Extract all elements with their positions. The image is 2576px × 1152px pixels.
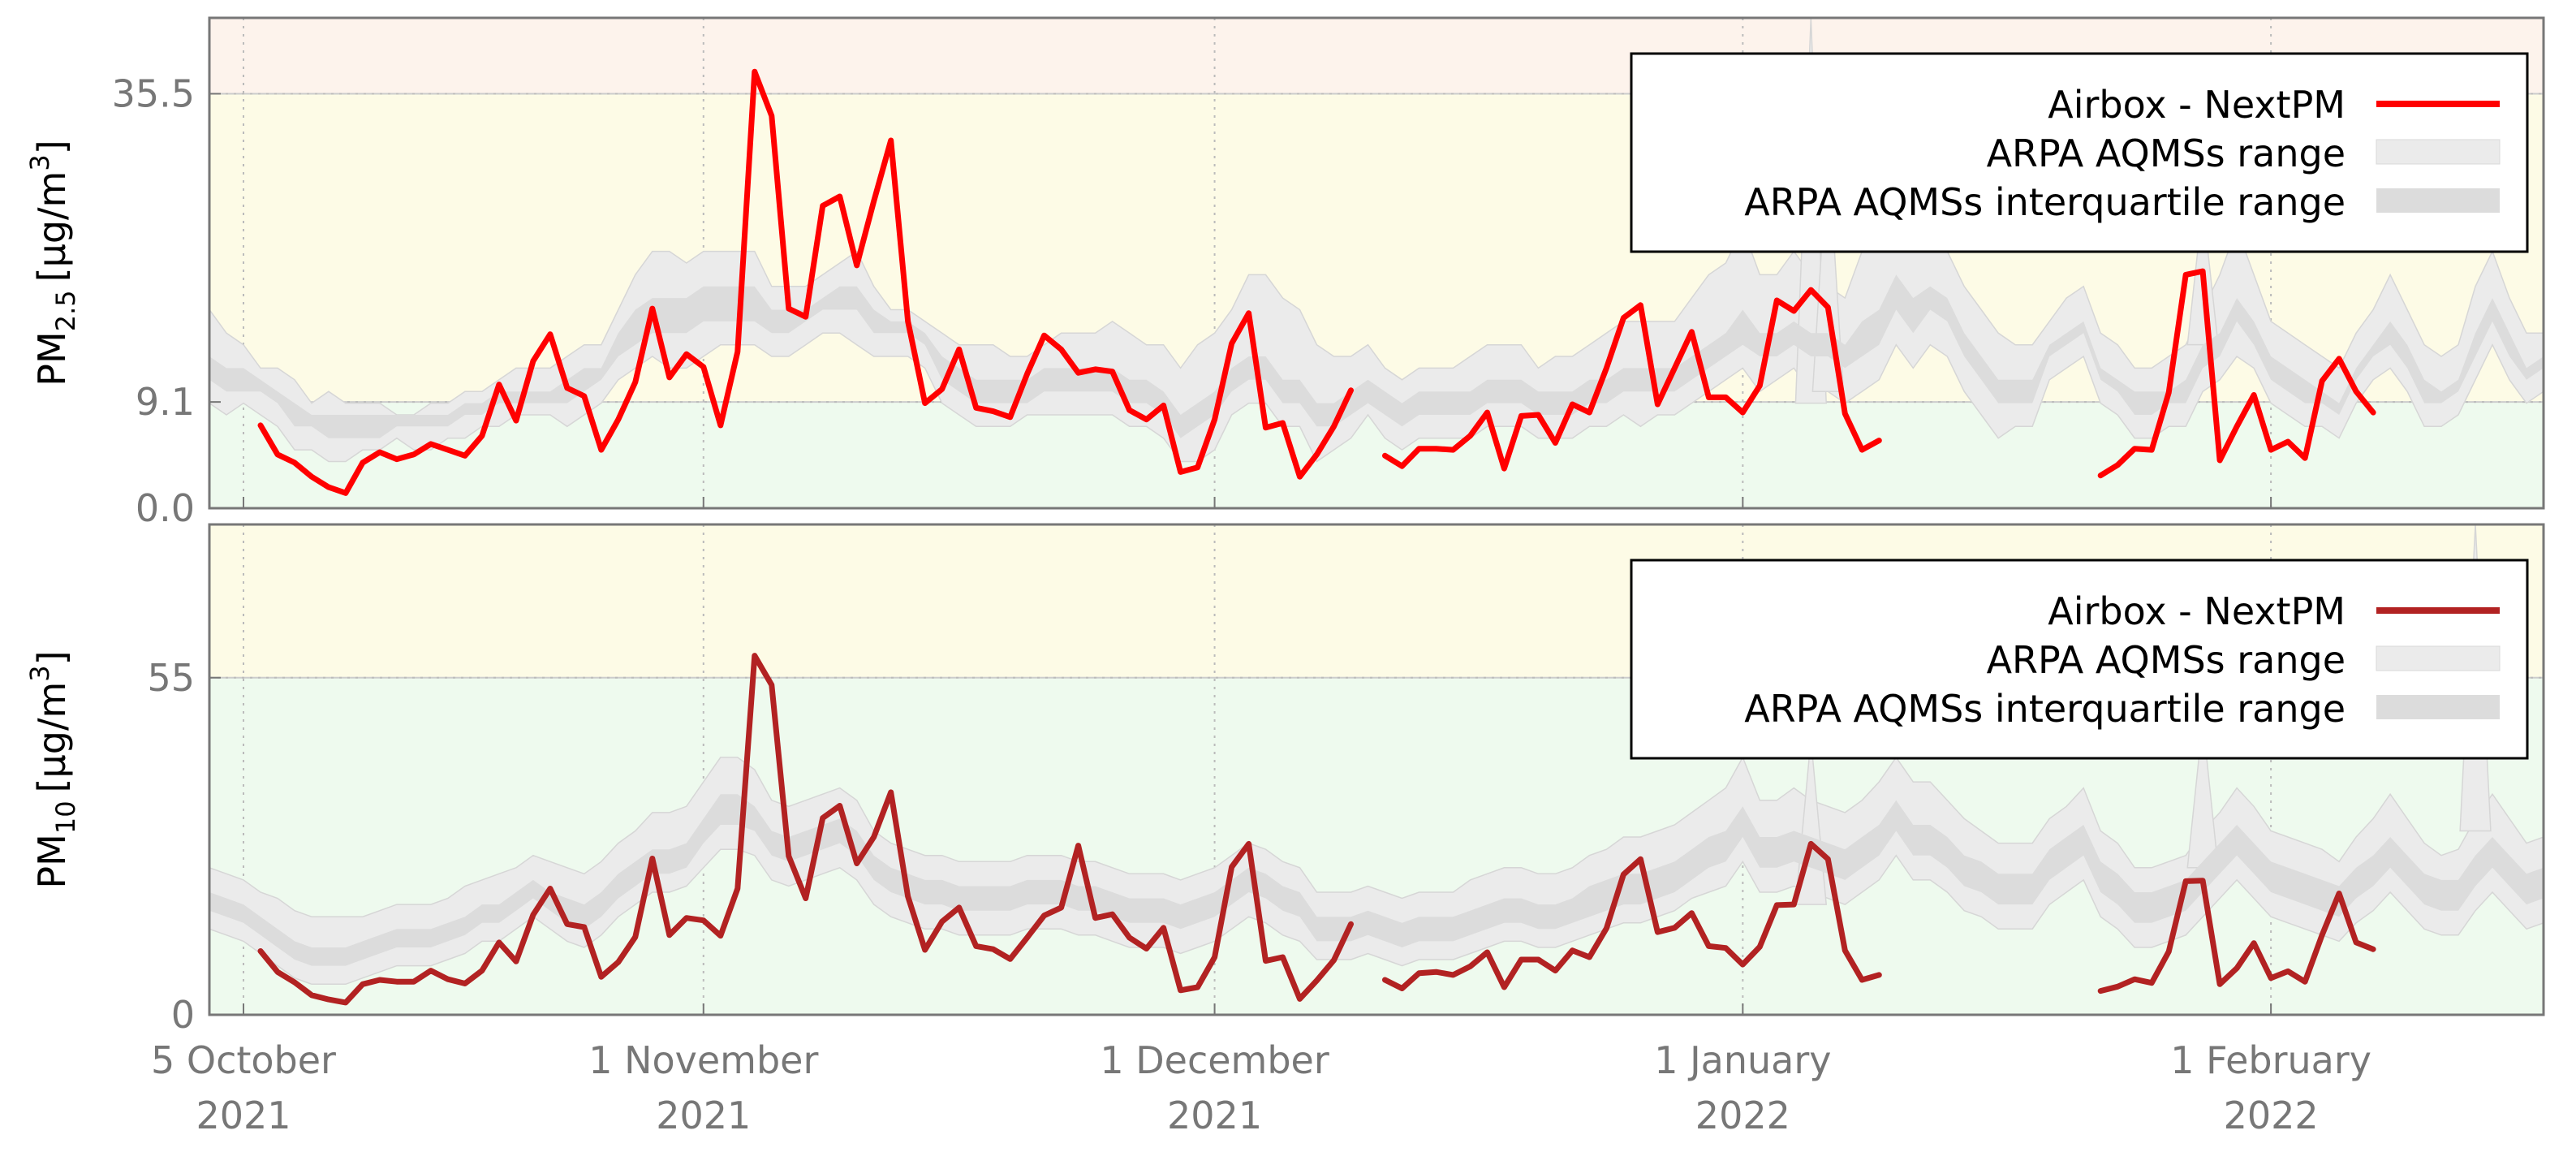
pm25-panel: 0.0 9.1 35.5 PM2.5[µg/m3] Airbox - NextPM … — [24, 16, 2545, 530]
pm10-airbox-line-segment-2 — [2097, 878, 2376, 995]
pm10-ytick-label: 0 — [171, 993, 195, 1037]
pm25-legend: Airbox - NextPM ARPA AQMSs range ARPA AQ… — [1630, 52, 2529, 253]
pm10-panel: 0 55 PM10[µg/m3] Airbox - NextPM ARPA AQM… — [24, 523, 2545, 1037]
pm25-legend-swatch-range — [2376, 139, 2501, 165]
xtick-label-date: 1 November — [588, 1038, 818, 1082]
pm25-plot-frame — [208, 16, 2545, 510]
xtick-label-year: 2022 — [1695, 1094, 1790, 1137]
pm25-arpa-iqr-band — [209, 274, 2544, 438]
pm10-legend: Airbox - NextPM ARPA AQMSs range ARPA AQ… — [1630, 559, 2529, 760]
pm25-legend-label-airbox: Airbox - NextPM — [2048, 83, 2346, 127]
pm10-legend-label-airbox: Airbox - NextPM — [2048, 589, 2346, 633]
pm10-arpa-iqr-band — [209, 794, 2544, 966]
pm10-arpa-range-band — [209, 756, 2544, 986]
x-axis-ticks: 5 October 2021 1 November 2021 1 December 202… — [151, 497, 2371, 1137]
xtick-label-date: 5 October — [151, 1038, 336, 1082]
pm10-airbox-line-segment-0 — [257, 653, 1354, 1006]
pm10-plot-frame — [208, 523, 2545, 1016]
xtick-label-date: 1 December — [1100, 1038, 1329, 1082]
pm25-airbox-line-segment-0 — [257, 68, 1354, 496]
xtick-label-date: 1 January — [1654, 1038, 1831, 1082]
xtick-label-year: 2022 — [2224, 1094, 2319, 1137]
pm25-airbox-line-segment-2 — [2097, 268, 2376, 479]
pm10-legend-label-iqr: ARPA AQMSs interquartile range — [1744, 687, 2346, 731]
pm25-ytick-label: 9.1 — [136, 380, 195, 424]
xtick-label-year: 2021 — [196, 1094, 291, 1137]
pm25-arpa-range-spike — [1811, 146, 1844, 392]
pm10-airbox-line-segment-1 — [1382, 840, 1882, 991]
pm10-y-ticks: 0 55 — [147, 656, 221, 1037]
xtick-label-date: 1 February — [2170, 1038, 2371, 1082]
pm25-y-axis-label: PM2.5[µg/m3] — [24, 140, 81, 386]
pm10-y-axis-label: PM10[µg/m3] — [24, 650, 81, 888]
pm25-airbox-line-segment-1 — [1382, 287, 1882, 472]
xtick-label-year: 2021 — [656, 1094, 751, 1137]
xtick-label-year: 2021 — [1167, 1094, 1262, 1137]
pm25-ytick-label: 35.5 — [112, 71, 195, 115]
pm10-legend-swatch-iqr — [2376, 695, 2500, 719]
pm25-legend-label-range: ARPA AQMSs range — [1987, 132, 2346, 175]
pm25-y-ticks: 0.0 9.1 35.5 — [112, 71, 221, 530]
pm10-legend-label-range: ARPA AQMSs range — [1987, 638, 2346, 682]
pm25-ytick-label: 0.0 — [136, 486, 195, 530]
pm10-airbox-series — [257, 653, 2376, 1006]
pm10-ytick-label: 55 — [147, 656, 195, 700]
pm25-legend-swatch-iqr — [2376, 188, 2500, 213]
pm10-legend-swatch-range — [2376, 645, 2501, 671]
pm25-airbox-series — [257, 68, 2376, 496]
pm25-legend-label-iqr: ARPA AQMSs interquartile range — [1744, 180, 2346, 224]
